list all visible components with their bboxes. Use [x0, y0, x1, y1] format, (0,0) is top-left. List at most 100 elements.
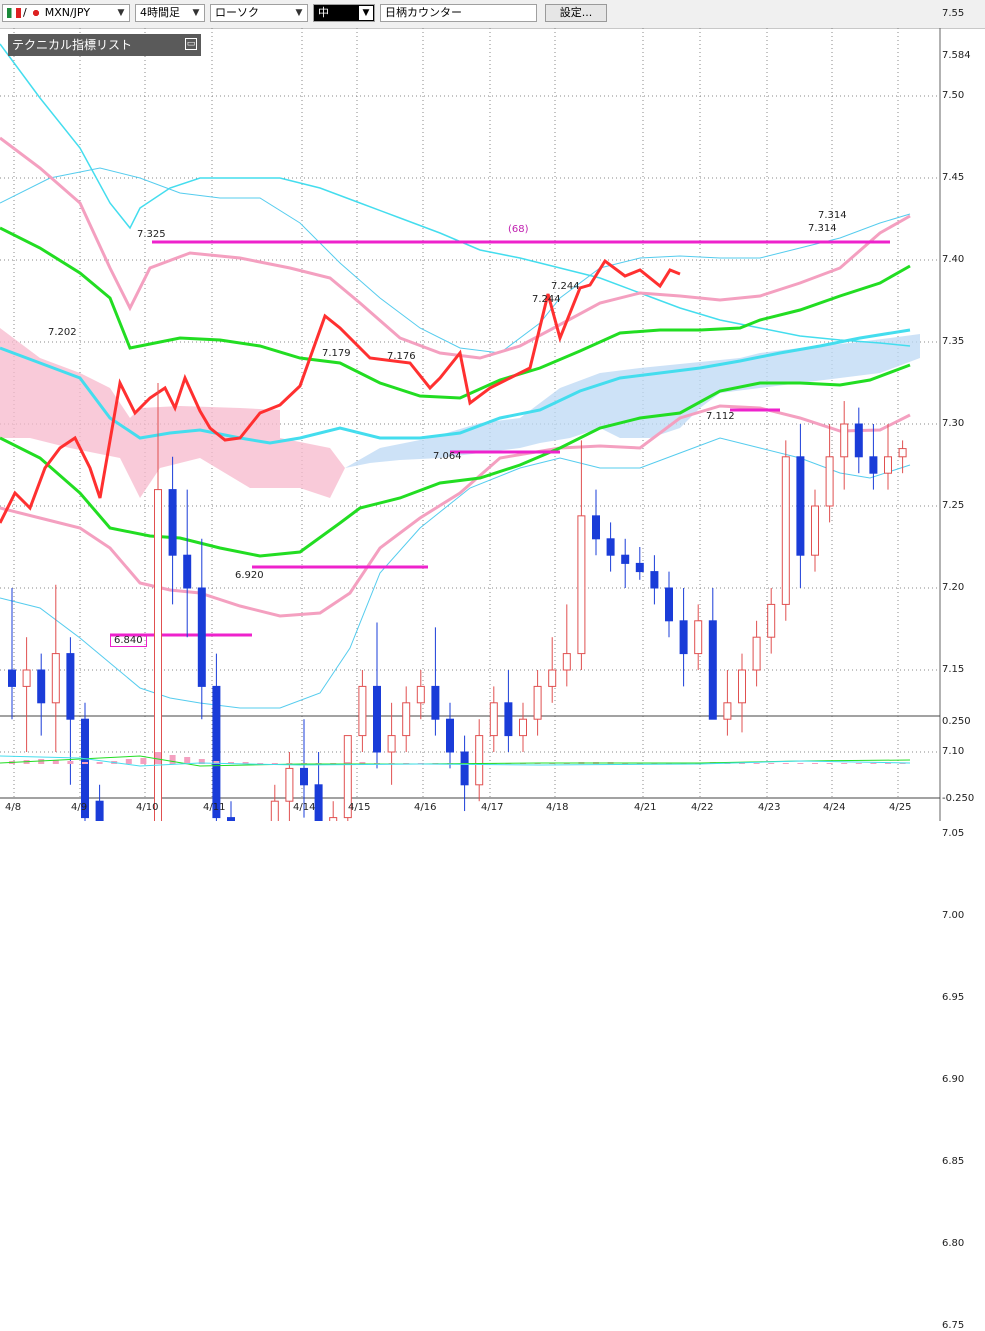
candle-body: [154, 489, 162, 821]
candle-body: [343, 735, 352, 819]
bb-upper-2: [0, 136, 911, 360]
candle-body: [168, 489, 177, 556]
osc-bar: [140, 758, 147, 764]
candle-body: [8, 669, 16, 687]
candle-body: [606, 538, 615, 556]
candle-body: [825, 456, 834, 507]
size-select[interactable]: 中 ▼: [313, 4, 375, 22]
candle-body: [387, 735, 396, 753]
osc-bar: [125, 759, 132, 764]
timeframe-select[interactable]: 4時間足 ▼: [135, 4, 205, 22]
candle-body: [548, 669, 557, 687]
chart-style-select[interactable]: ローソク ▼: [210, 4, 308, 22]
oscillator-panel: [0, 752, 911, 767]
x-tick-label: 4/14: [293, 802, 316, 813]
day-counter-field[interactable]: 日柄カウンター: [380, 4, 537, 22]
chevron-down-icon: ▼: [295, 8, 303, 18]
osc-bar: [198, 759, 205, 764]
candle-body: [665, 587, 673, 622]
osc-bar: [768, 763, 775, 764]
candle-body: [37, 669, 46, 704]
osc-bar: [213, 761, 220, 764]
ichimoku-span: [0, 226, 911, 400]
ichimoku-cloud: [0, 328, 920, 498]
x-tick-label: 4/18: [546, 802, 569, 813]
x-tick-label: 4/15: [348, 802, 371, 813]
osc-bar: [855, 763, 862, 764]
x-tick-label: 4/23: [758, 802, 781, 813]
candle-body: [373, 685, 381, 753]
x-tick-label: 4/21: [634, 802, 657, 813]
x-tick-label: 4/17: [481, 802, 504, 813]
osc-bar: [271, 763, 278, 764]
chevron-down-icon: ▼: [359, 6, 373, 20]
osc-bar: [52, 760, 59, 764]
price-chart[interactable]: [0, 28, 985, 821]
y-tick-label: 7.35: [942, 336, 965, 347]
y-tick-label: 7.15: [942, 664, 965, 675]
restore-icon[interactable]: ▭: [185, 38, 197, 50]
bb-lower-2: [0, 404, 911, 618]
osc-bar: [374, 763, 380, 764]
settings-button[interactable]: 設定...: [545, 4, 607, 22]
candle-body: [270, 800, 279, 821]
size-label: 中: [318, 6, 329, 19]
bb-upper: [0, 167, 911, 354]
price-annotation: 7.244: [532, 294, 561, 305]
candle-body: [621, 554, 630, 564]
price-annotation: 7.179: [322, 348, 351, 359]
candle-body: [81, 718, 89, 819]
osc-bar: [301, 763, 307, 764]
technical-indicator-list[interactable]: テクニカル指標リスト ▭: [8, 34, 201, 56]
candle-body: [212, 685, 221, 819]
osc-axis-bottom: -0.250: [942, 793, 975, 804]
chikou-span: [0, 258, 681, 524]
price-annotation: 7.325: [137, 229, 166, 240]
osc-bar: [242, 762, 249, 764]
chevron-down-icon: ▼: [192, 8, 200, 18]
candle-body: [898, 448, 907, 458]
x-tick-label: 4/11: [203, 802, 226, 813]
candle-body: [227, 817, 235, 821]
candle-body: [300, 767, 308, 786]
panel-title: テクニカル指標リスト: [12, 38, 133, 52]
y-tick-label: 7.50: [942, 90, 965, 101]
candle-body: [431, 685, 440, 720]
price-annotation: 7.244: [551, 281, 580, 292]
toolbar: / MXN/JPY ▼ 4時間足 ▼ ローソク ▼ 中 ▼ 日柄カウンター 設定.…: [0, 0, 985, 29]
day-counter-label: 日柄カウンター: [385, 6, 462, 19]
candle-body: [723, 702, 732, 720]
candle-body: [650, 571, 659, 589]
osc-bar: [344, 762, 351, 764]
japan-flag-icon: [28, 8, 43, 18]
osc-bar: [841, 763, 848, 764]
candle-body: [869, 456, 878, 474]
osc-bar: [184, 757, 191, 764]
osc-bar: [899, 763, 906, 764]
y-tick-label: 6.85: [942, 1156, 965, 1167]
candle-body: [767, 603, 776, 638]
osc-bar: [403, 763, 410, 764]
candle-body: [635, 562, 644, 573]
osc-axis-top: 0.250: [942, 716, 971, 727]
candle-body: [358, 685, 367, 737]
candle-body: [781, 456, 790, 605]
price-annotation: 7.112: [706, 411, 735, 422]
x-tick-label: 4/9: [71, 802, 88, 813]
osc-bar: [169, 755, 176, 764]
price-annotation: 7.314: [818, 210, 847, 221]
candle-body: [738, 669, 746, 704]
y-tick-label: 6.75: [942, 1320, 965, 1331]
osc-bar: [812, 763, 818, 764]
osc-bar: [82, 762, 88, 764]
pair-select[interactable]: / MXN/JPY ▼: [2, 4, 130, 22]
price-annotation: 6.840: [110, 634, 147, 647]
osc-bar: [870, 763, 877, 764]
price-annotation: 7.314: [808, 223, 837, 234]
candle-body: [197, 587, 206, 687]
candle-body: [752, 636, 761, 671]
osc-bar: [885, 763, 891, 764]
y-tick-label: 7.20: [942, 582, 965, 593]
y-tick-label: 7.584: [942, 50, 971, 61]
cloud-bearish: [0, 328, 345, 498]
